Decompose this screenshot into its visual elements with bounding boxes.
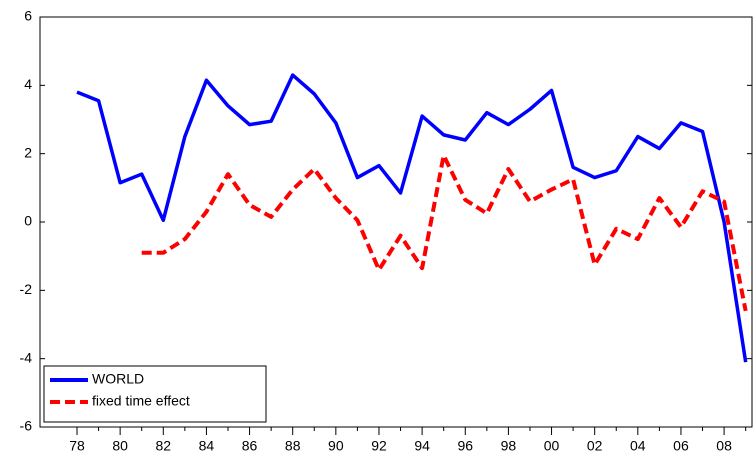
legend-label: WORLD: [92, 371, 144, 387]
y-tick-label: 4: [24, 76, 32, 92]
x-tick-label: 86: [242, 438, 258, 454]
x-tick-label: 04: [630, 438, 646, 454]
y-tick-label: 2: [24, 144, 32, 160]
x-tick-label: 88: [285, 438, 301, 454]
x-tick-label: 80: [112, 438, 128, 454]
x-tick-label: 98: [501, 438, 517, 454]
x-tick-label: 08: [716, 438, 732, 454]
x-tick-label: 84: [199, 438, 215, 454]
legend-box: [43, 365, 267, 423]
data-line: [76, 73, 748, 363]
x-tick-label: 90: [328, 438, 344, 454]
y-tick-label: 0: [24, 213, 32, 229]
y-tick-label: -4: [20, 349, 33, 365]
legend: WORLD fixed time effect: [43, 365, 267, 423]
x-tick-label: 00: [544, 438, 560, 454]
x-tick-label: 02: [587, 438, 603, 454]
x-tick-label: 96: [457, 438, 473, 454]
legend-label: fixed time effect: [92, 393, 190, 409]
y-tick-label: 6: [24, 8, 32, 24]
x-tick-label: 06: [673, 438, 689, 454]
x-tick-label: 92: [371, 438, 387, 454]
x-tick-label: 82: [155, 438, 171, 454]
y-tick-label: -6: [20, 418, 33, 434]
x-tick-label: 94: [414, 438, 430, 454]
x-tick-label: 78: [69, 438, 85, 454]
data-line: [141, 153, 748, 312]
y-tick-label: -2: [20, 281, 33, 297]
